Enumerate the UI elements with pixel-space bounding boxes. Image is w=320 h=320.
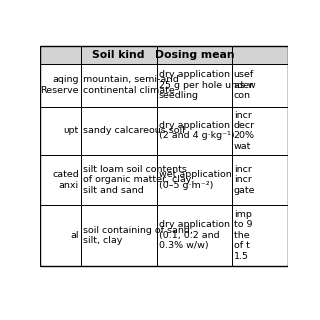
- Bar: [81, 205, 156, 266]
- Bar: [81, 155, 156, 205]
- Text: Dosing mean: Dosing mean: [155, 50, 234, 60]
- Text: incr
incr
gate: incr incr gate: [234, 165, 255, 195]
- Text: aqing
Reserve: aqing Reserve: [40, 76, 79, 95]
- Bar: [156, 46, 232, 64]
- Bar: [81, 64, 156, 107]
- Text: wet application
(0–5 g·m⁻²): wet application (0–5 g·m⁻²): [158, 170, 231, 190]
- Bar: [156, 205, 232, 266]
- Text: υpt: υpt: [64, 126, 79, 135]
- Bar: [40, 46, 81, 64]
- Text: imp
to 9
the 
of t
1.5: imp to 9 the of t 1.5: [234, 210, 252, 261]
- Bar: [156, 155, 232, 205]
- Text: dry application
25 g per hole under
seedling: dry application 25 g per hole under seed…: [158, 70, 252, 100]
- Bar: [232, 155, 288, 205]
- Text: dry application
(0.1, 0.2 and
0.3% w/w): dry application (0.1, 0.2 and 0.3% w/w): [158, 220, 229, 250]
- Bar: [40, 64, 81, 107]
- Text: cated
anxi: cated anxi: [52, 170, 79, 190]
- Bar: [232, 64, 288, 107]
- Bar: [40, 155, 81, 205]
- Text: incr
decr
20%
wat: incr decr 20% wat: [234, 111, 255, 151]
- Text: mountain, semi-arid
continental climate: mountain, semi-arid continental climate: [83, 76, 179, 95]
- Bar: [40, 205, 81, 266]
- Text: dry application
(2 and 4 g·kg⁻¹): dry application (2 and 4 g·kg⁻¹): [158, 121, 234, 140]
- Bar: [156, 107, 232, 155]
- Text: soil containing of sand,
silt, clay: soil containing of sand, silt, clay: [83, 226, 193, 245]
- Bar: [40, 46, 288, 266]
- Text: silt loam soil contents
of organic matter, clay,
silt and sand: silt loam soil contents of organic matte…: [83, 165, 194, 195]
- Bar: [232, 46, 288, 64]
- Text: sandy calcareous soil: sandy calcareous soil: [83, 126, 185, 135]
- Bar: [232, 205, 288, 266]
- Bar: [40, 107, 81, 155]
- Text: Soil kind: Soil kind: [92, 50, 145, 60]
- Bar: [81, 107, 156, 155]
- Text: al: al: [70, 231, 79, 240]
- Bar: [232, 107, 288, 155]
- Bar: [156, 64, 232, 107]
- Bar: [81, 46, 156, 64]
- Text: usef
as w
con: usef as w con: [234, 70, 255, 100]
